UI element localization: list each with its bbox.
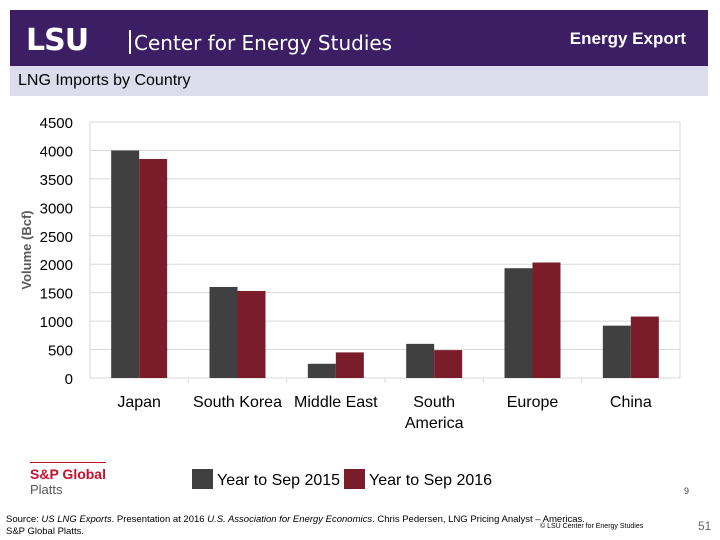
y-tick-label: 1000 xyxy=(40,314,73,331)
plot-border xyxy=(89,121,681,379)
logo-divider xyxy=(129,30,131,54)
x-tick-label-line: South xyxy=(413,394,455,411)
bar-2 xyxy=(237,290,266,378)
inner-page-number: 9 xyxy=(684,486,690,496)
source-line-2: S&P Global Platts. xyxy=(6,526,84,537)
title-bar: LNG Imports by Country xyxy=(10,66,708,96)
legend-swatch xyxy=(192,469,213,489)
bar-1 xyxy=(209,286,238,378)
y-axis-label: Volume (Bcf) xyxy=(19,210,34,289)
source-text-2: . Chris Pedersen, LNG Pricing Analyst – … xyxy=(372,514,585,525)
bar-1 xyxy=(406,343,435,378)
copyright: © LSU Center for Energy Studies xyxy=(540,523,644,530)
bar-chart: 0 500 1000 1500 2000 2500 3000 3500 4000 4500 Volu… xyxy=(19,115,681,489)
bar-1 xyxy=(504,268,533,378)
x-tick-label: Middle East xyxy=(294,394,378,411)
source-org: U.S. Association for Energy Economics xyxy=(207,514,373,525)
bar-2 xyxy=(532,262,561,378)
logo-rule xyxy=(30,462,106,463)
sp-global-name: S&P Global xyxy=(30,466,106,482)
source-label: Source: xyxy=(6,514,39,525)
y-tick-label: 3000 xyxy=(40,200,73,217)
bar-2 xyxy=(630,316,659,378)
x-tick-label: South Korea xyxy=(193,394,282,411)
source-text-1: . Presentation at 2016 xyxy=(111,514,208,525)
bar-1 xyxy=(307,363,336,378)
source-citation: Source: US LNG Exports. Presentation at … xyxy=(6,514,626,538)
y-tick-label: 2500 xyxy=(40,229,73,246)
legend-label: Year to Sep 2015 xyxy=(217,472,340,489)
sp-global-logo: S&P Global Platts xyxy=(30,462,110,502)
x-tick-label: Europe xyxy=(507,394,559,411)
page-number: 51 xyxy=(698,519,712,533)
y-tick-label: 500 xyxy=(48,343,73,360)
x-tick-label: South America xyxy=(405,394,464,432)
lsu-logo: LSU xyxy=(26,23,89,58)
y-tick-label: 2000 xyxy=(40,257,73,274)
slide-title: LNG Imports by Country xyxy=(18,72,191,89)
bar-2 xyxy=(434,350,463,378)
bar-2 xyxy=(335,352,364,378)
x-tick-label-line: Middle East xyxy=(294,394,378,411)
x-tick-label: China xyxy=(610,394,652,411)
x-tick-label-line: America xyxy=(405,415,464,432)
bar-1 xyxy=(602,325,631,378)
x-tick-label-line: China xyxy=(610,394,652,411)
x-tick-label: Japan xyxy=(117,394,161,411)
x-tick-label-line: South Korea xyxy=(193,394,282,411)
source-title: US LNG Exports xyxy=(41,514,112,525)
center-name: Center for Energy Studies xyxy=(134,31,393,55)
x-tick-label-line: Europe xyxy=(507,394,559,411)
legend-label: Year to Sep 2016 xyxy=(369,472,492,489)
section-title: Energy Export xyxy=(569,29,686,48)
platts-name: Platts xyxy=(30,482,63,497)
legend-swatch xyxy=(344,469,365,489)
bar-2 xyxy=(139,158,168,378)
y-tick-label: 3500 xyxy=(40,172,73,189)
y-tick-label: 1500 xyxy=(40,286,73,303)
y-tick-label: 0 xyxy=(65,371,73,388)
x-tick-label-line: Japan xyxy=(117,394,161,411)
y-tick-label: 4000 xyxy=(40,143,73,160)
bar-1 xyxy=(111,150,140,378)
y-tick-label: 4500 xyxy=(40,115,73,132)
slide-header: LSU Center for Energy Studies Energy Exp… xyxy=(10,10,708,66)
